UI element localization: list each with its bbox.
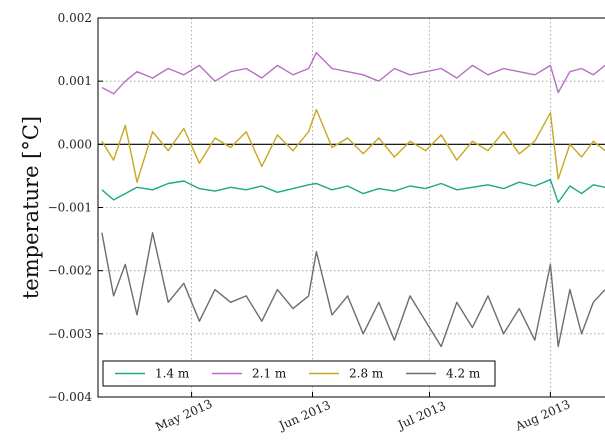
legend: 1.4 m 2.1 m 2.8 m 4.2 m [102,360,496,387]
grid-lines [98,18,605,397]
series-lines [101,52,605,348]
y-tick-label: −0.004 [48,390,93,404]
series-line-2.1m [101,52,605,95]
x-tick-label: May 2013 [153,397,214,434]
x-tick-label: Jun 2013 [275,398,332,434]
y-tick-label: 0.002 [58,11,92,25]
x-tick-label: Jul 2013 [394,399,448,433]
series-line-2.8m [101,108,605,183]
x-tick-label: Aug 2013 [512,397,572,434]
y-tick-label: 0.000 [58,137,92,151]
series-line-4.2m [101,232,605,348]
legend-label: 2.8 m [349,367,384,381]
legend-label: 1.4 m [155,367,190,381]
legend-label: 4.2 m [446,367,481,381]
y-tick-label: −0.001 [48,201,92,215]
y-axis-title: temperature [°C] [19,116,43,299]
legend-label: 2.1 m [252,367,287,381]
y-tick-label: −0.003 [48,327,92,341]
series-line-1.4m [101,178,605,204]
y-tick-label: −0.002 [48,264,92,278]
y-tick-label: 0.001 [58,74,92,88]
